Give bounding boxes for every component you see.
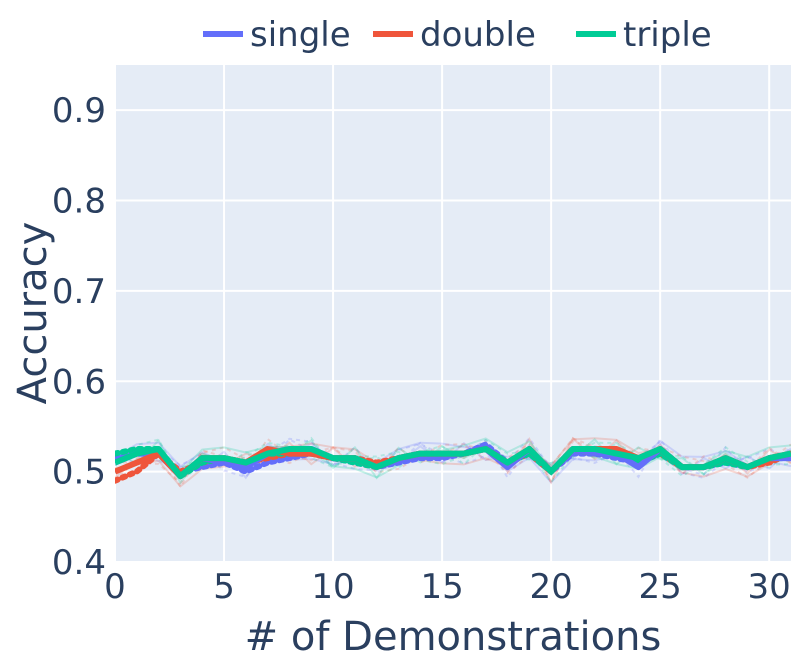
x-axis-ticks: 0 5 10 15 20 25 30 (104, 567, 791, 607)
x-tick-label: 25 (639, 567, 682, 607)
x-tick-label: 30 (748, 567, 791, 607)
run-line-double (115, 437, 791, 485)
gridlines (114, 65, 791, 563)
series-line-triple (115, 446, 791, 480)
x-tick-label: 20 (529, 567, 572, 607)
x-tick-label: 5 (213, 567, 235, 607)
y-tick-label: 0.8 (52, 182, 106, 222)
plot-area (115, 65, 791, 562)
y-tick-label: 0.5 (52, 453, 106, 493)
legend: single double triple (203, 15, 712, 55)
x-tick-label: 0 (104, 567, 126, 607)
x-axis-title: # of Demonstrations (245, 614, 662, 660)
legend-label-single: single (250, 15, 351, 55)
y-tick-label: 0.4 (52, 543, 106, 583)
y-axis-title: Accuracy (10, 222, 56, 405)
y-tick-label: 0.7 (52, 272, 106, 312)
series-lines (115, 441, 791, 484)
legend-label-double: double (420, 15, 536, 55)
x-tick-label: 10 (311, 567, 354, 607)
y-tick-label: 0.6 (52, 362, 106, 402)
y-tick-label: 0.9 (52, 91, 106, 131)
legend-label-triple: triple (623, 15, 712, 55)
x-tick-label: 15 (420, 567, 463, 607)
y-axis-ticks: 0.4 0.5 0.6 0.7 0.8 0.9 (52, 91, 106, 583)
